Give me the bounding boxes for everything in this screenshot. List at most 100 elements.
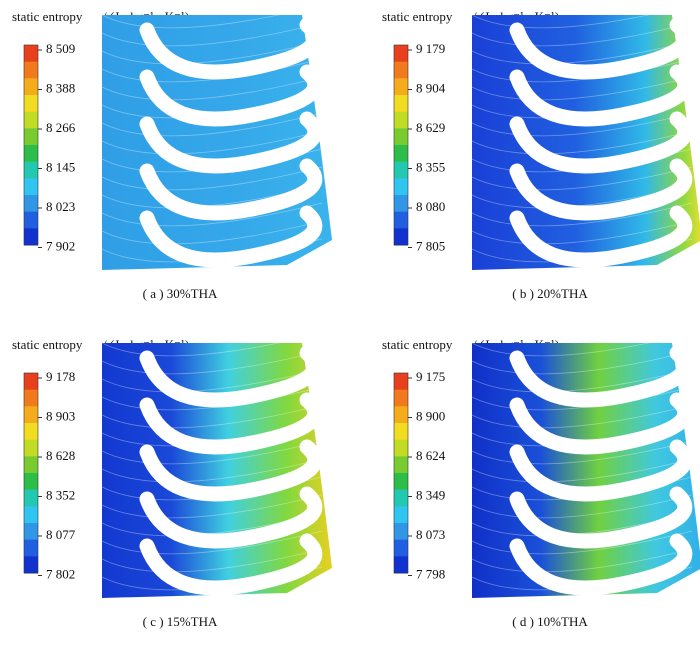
streamline xyxy=(101,530,323,555)
blade xyxy=(139,439,323,502)
colorbar-band xyxy=(24,389,38,407)
streamline xyxy=(471,440,693,465)
colorbar-band xyxy=(394,211,408,229)
streamline xyxy=(471,530,693,555)
streamline xyxy=(101,130,323,155)
streamline xyxy=(101,202,323,227)
colorbar-label: 8 904 xyxy=(416,80,446,95)
streamline xyxy=(101,548,323,573)
colorbar-label: 8 080 xyxy=(416,199,445,214)
streamline xyxy=(101,494,323,519)
colorbar-band xyxy=(394,228,408,246)
colorbar-label: 8 352 xyxy=(46,487,75,502)
blade xyxy=(139,345,323,408)
colorbar-frame xyxy=(393,44,409,246)
colorbar-band xyxy=(394,145,408,163)
colorbar-band xyxy=(394,111,408,129)
blade xyxy=(509,345,693,408)
colorbar-band xyxy=(394,539,408,557)
colorbar-band xyxy=(24,195,38,213)
colorbar-band xyxy=(394,128,408,146)
colorbar-label: 8 349 xyxy=(416,487,445,502)
colorbar-label: 8 388 xyxy=(46,80,75,95)
colorbar-band xyxy=(24,161,38,179)
streamline xyxy=(101,220,323,245)
streamline xyxy=(101,404,323,429)
colorbar-band xyxy=(394,389,408,407)
streamline xyxy=(471,130,693,155)
streamline xyxy=(101,350,323,375)
blade xyxy=(139,111,323,174)
streamline xyxy=(471,350,693,375)
blade xyxy=(509,64,693,127)
colorbar-band xyxy=(24,406,38,424)
colorbar-band xyxy=(394,423,408,441)
colorbar-label: 8 355 xyxy=(416,159,445,174)
streamline xyxy=(471,404,693,429)
colorbar-band xyxy=(394,373,408,391)
colorbar-label: 8 077 xyxy=(46,527,76,542)
colorbar-band xyxy=(24,211,38,229)
blade xyxy=(509,158,693,221)
colorbar-label: 8 629 xyxy=(416,120,445,135)
colorbar-frame xyxy=(23,372,39,574)
streamline xyxy=(101,166,323,191)
colorbar-band xyxy=(394,439,408,457)
streamline xyxy=(471,332,693,357)
blade xyxy=(509,439,693,502)
colorbar-label: 8 073 xyxy=(416,527,445,542)
colorbar-band xyxy=(394,161,408,179)
colorbar-band xyxy=(394,45,408,63)
colorbar-label: 7 902 xyxy=(46,238,75,253)
blade xyxy=(509,205,693,268)
colorbar-band xyxy=(394,406,408,424)
blade xyxy=(139,205,323,268)
colorbar-band xyxy=(24,539,38,557)
caption: ( c ) 15%THA xyxy=(143,614,218,629)
colorbar-label: 8 628 xyxy=(46,448,75,463)
colorbar-band xyxy=(394,473,408,491)
streamline xyxy=(101,4,323,29)
colorbar-band xyxy=(24,456,38,474)
colorbar-band xyxy=(394,523,408,541)
colorbar-label: 8 023 xyxy=(46,199,75,214)
colorbar-label: 9 178 xyxy=(46,369,75,384)
streamline xyxy=(471,458,693,483)
colorbar-band xyxy=(394,489,408,507)
colorbar-band xyxy=(24,473,38,491)
streamline xyxy=(471,548,693,573)
colorbar-band xyxy=(24,61,38,79)
colorbar-band xyxy=(24,439,38,457)
blade xyxy=(139,392,323,455)
colorbar-label: 8 145 xyxy=(46,159,75,174)
colorbar-band xyxy=(394,506,408,524)
colorbar-band xyxy=(24,128,38,146)
colorbar-band xyxy=(394,178,408,196)
legend-title: static entropy xyxy=(12,9,83,24)
colorbar-band xyxy=(24,111,38,129)
colorbar-band xyxy=(24,145,38,163)
colorbar-band xyxy=(394,456,408,474)
streamline xyxy=(471,166,693,191)
colorbar-band xyxy=(24,423,38,441)
blade xyxy=(509,392,693,455)
streamline xyxy=(101,458,323,483)
caption: ( b ) 20%THA xyxy=(512,286,588,301)
streamline xyxy=(471,76,693,101)
blade xyxy=(139,64,323,127)
legend-title: static entropy xyxy=(12,337,83,352)
streamline xyxy=(471,112,693,137)
blade xyxy=(139,158,323,221)
caption: ( a ) 30%THA xyxy=(143,286,218,301)
colorbar-band xyxy=(24,178,38,196)
colorbar-label: 9 179 xyxy=(416,41,445,56)
colorbar-band xyxy=(394,95,408,113)
colorbar-label: 7 798 xyxy=(416,566,445,581)
colorbar-band xyxy=(394,61,408,79)
streamline xyxy=(471,202,693,227)
blade xyxy=(139,486,323,549)
colorbar-label: 8 509 xyxy=(46,41,75,56)
